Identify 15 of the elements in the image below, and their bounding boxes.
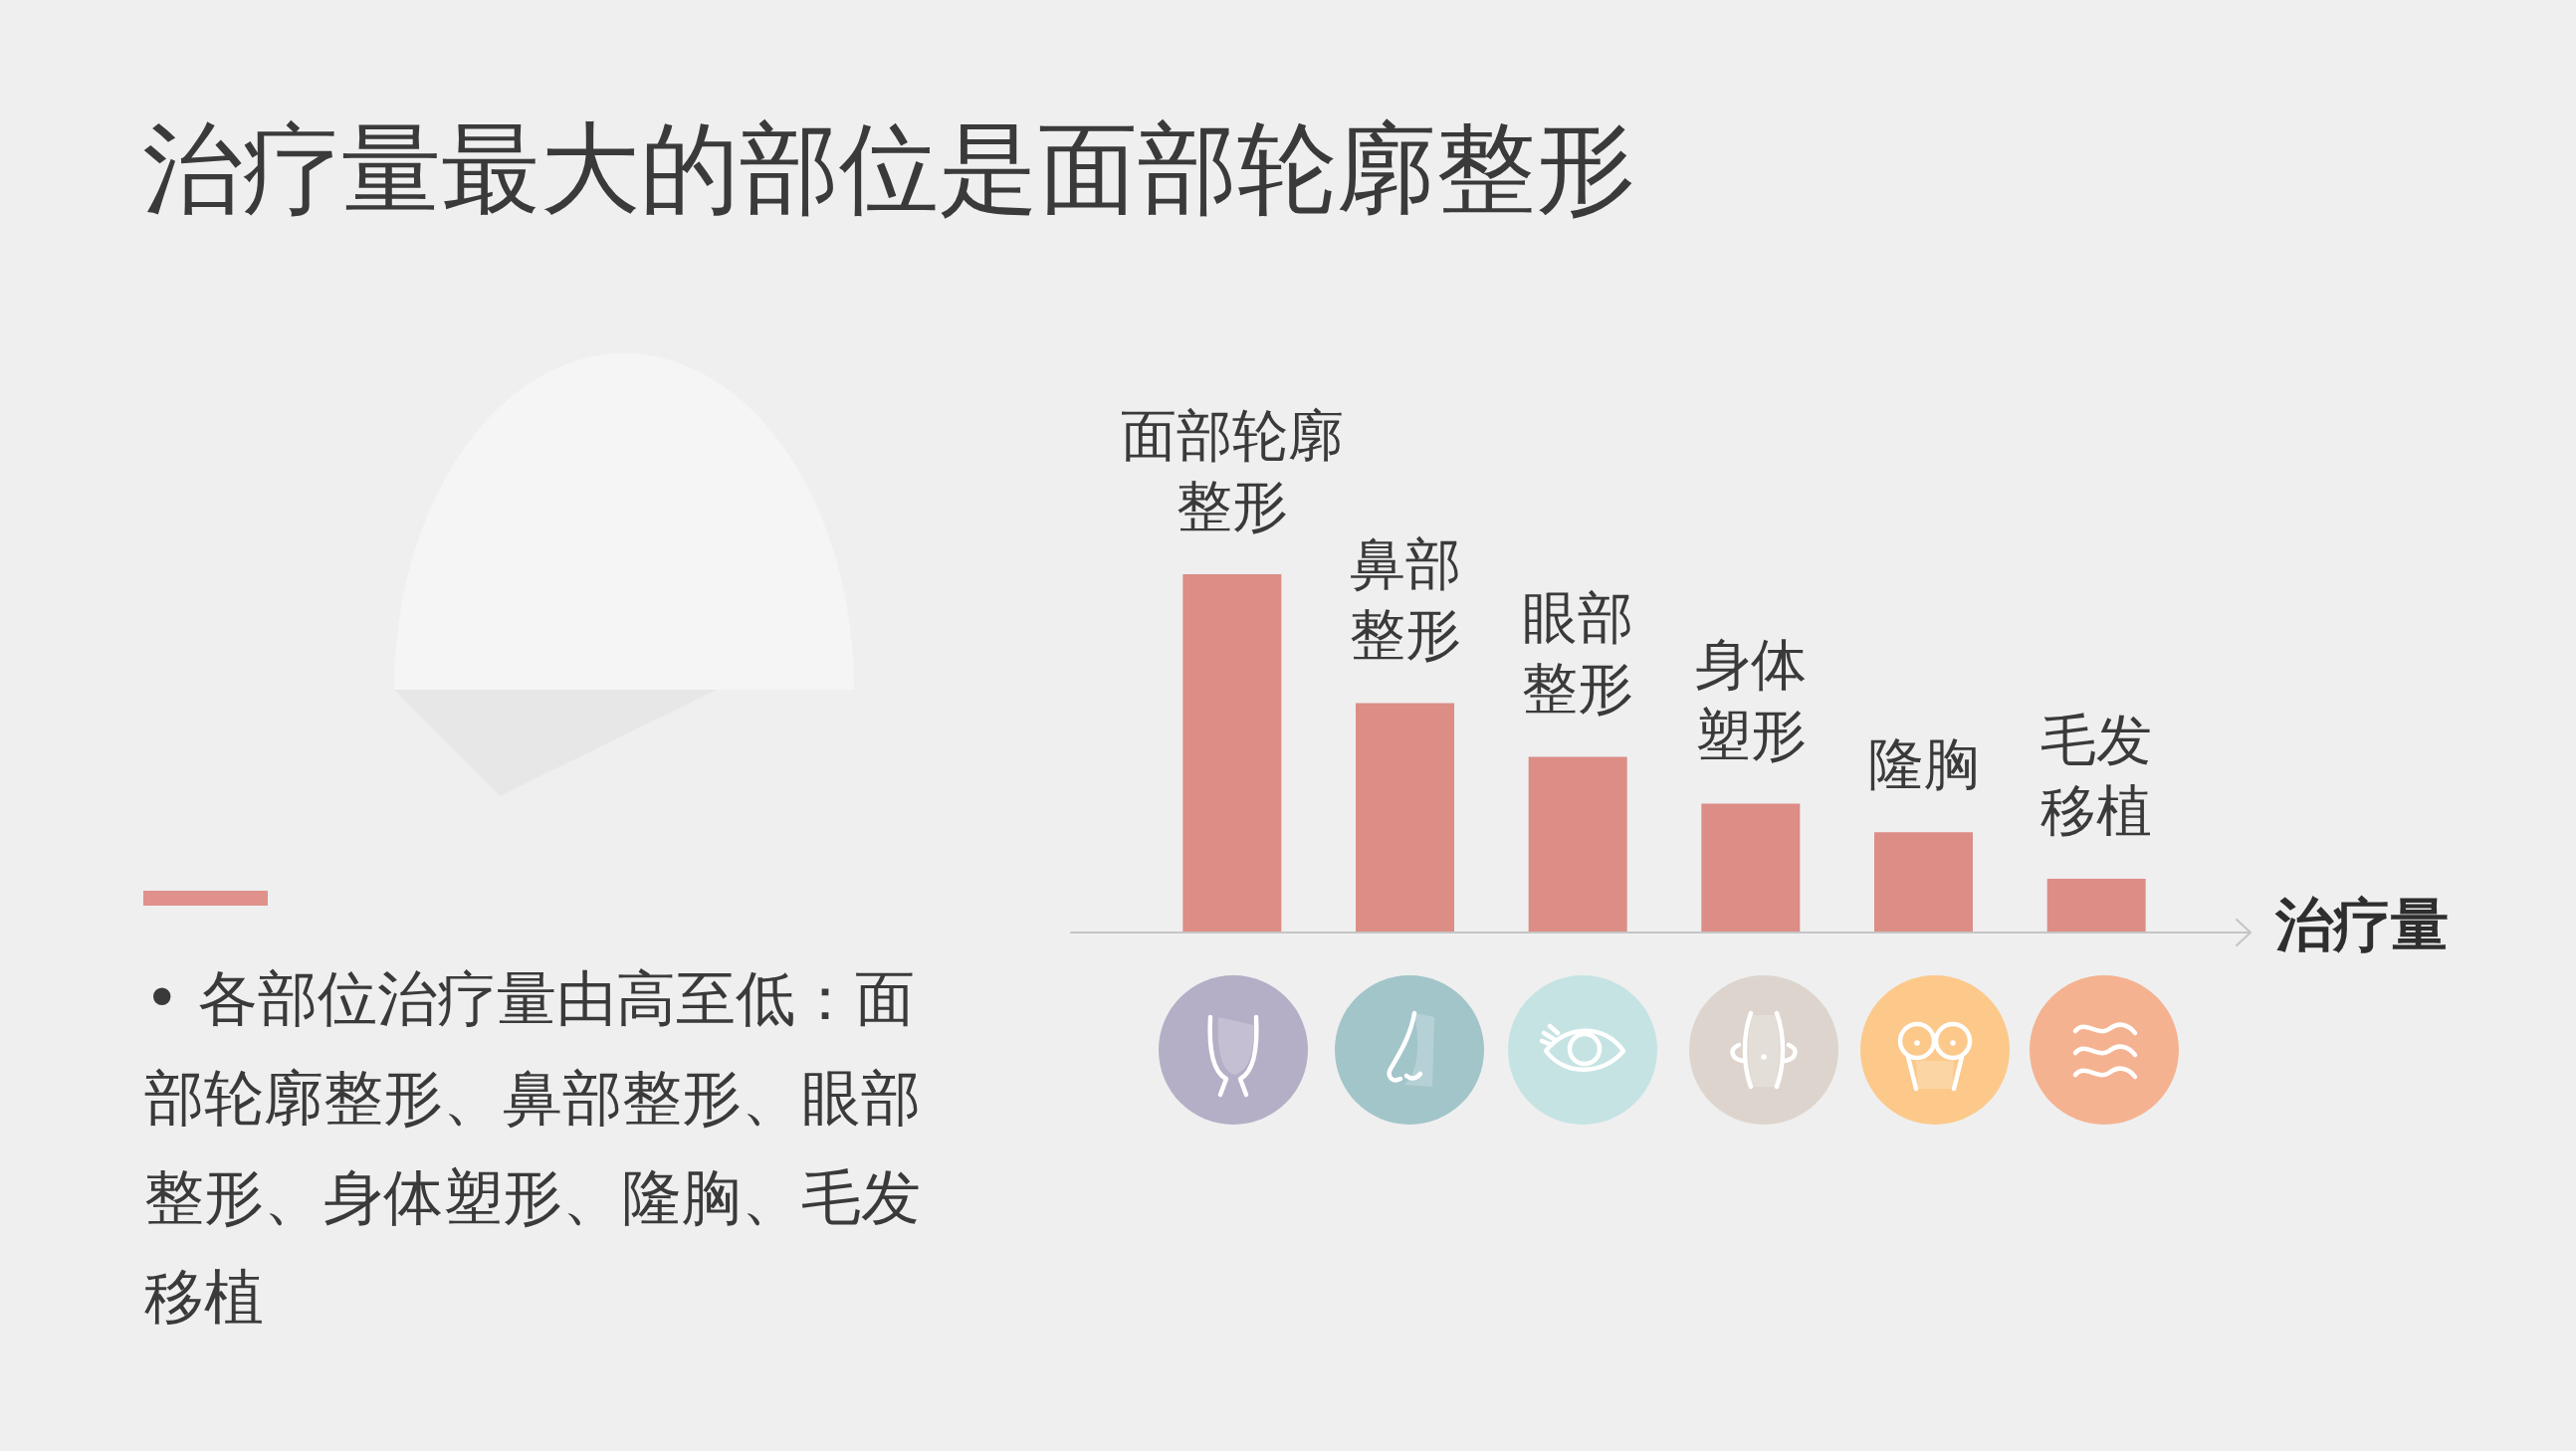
- bar: [1356, 703, 1454, 933]
- bar: [2046, 879, 2146, 933]
- bar: [1528, 756, 1627, 933]
- x-tick-label: 毛发移植: [2040, 707, 2153, 843]
- x-tick-label: 眼部整形: [1522, 585, 1634, 722]
- x-tick-label: 面部轮廓整形: [1120, 402, 1344, 538]
- x-tick-label: 隆胸: [1867, 730, 1980, 796]
- text: • 各部位治疗量由高至低：面部轮廓整形、鼻部整形、眼部整形、身体塑形、隆胸、毛发移植: [144, 962, 922, 1334]
- x-tick-label: 鼻部整形: [1349, 531, 1461, 668]
- bar: [1182, 574, 1282, 933]
- chart-title: 治疗量最大的部位是面部轮廓整形: [142, 109, 1635, 229]
- bar: [1701, 803, 1801, 933]
- bar: [1874, 832, 1973, 933]
- x-tick-label: 身体塑形: [1694, 631, 1807, 767]
- x-axis-title: 治疗量: [2274, 891, 2449, 959]
